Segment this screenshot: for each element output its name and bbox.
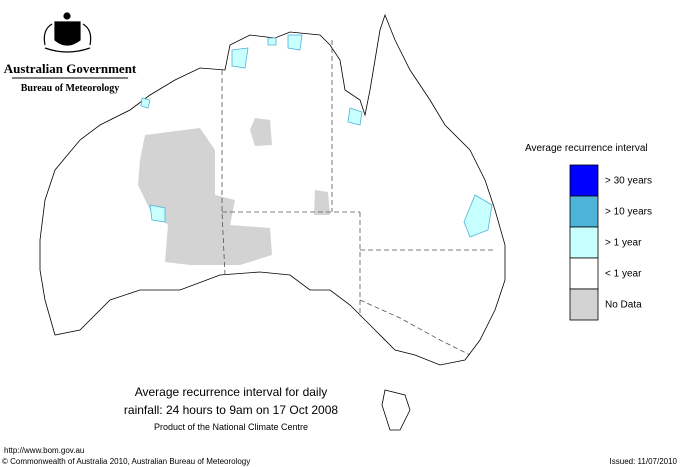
legend-title: Average recurrence interval	[525, 143, 648, 154]
legend-label: > 30 years	[605, 176, 652, 187]
australia	[39, 13, 506, 431]
header-subtitle: Bureau of Meteorology	[21, 83, 120, 94]
legend-label: No Data	[605, 300, 642, 311]
caption-line: rainfall: 24 hours to 9am on 17 Oct 2008	[124, 403, 338, 417]
legend-swatch	[569, 164, 599, 197]
legend-label: > 1 year	[605, 238, 642, 249]
caption-line: Average recurrence interval for daily	[135, 385, 328, 399]
footer-copyright: © Commonwealth of Australia 2010, Austra…	[2, 457, 250, 466]
footer-issued: Issued: 11/07/2010	[610, 457, 678, 466]
no-data-regions	[138, 118, 330, 265]
legend-swatch	[569, 226, 599, 259]
mainland	[39, 13, 506, 366]
caption-line: Product of the National Climate Centre	[154, 422, 308, 432]
legend-swatch	[569, 257, 599, 290]
legend-swatch	[569, 288, 599, 321]
legend-swatch	[569, 195, 599, 228]
crest	[43, 12, 92, 53]
header-title: Australian Government	[4, 61, 137, 76]
legend: > 30 years > 10 years > 1 year < 1 year No D…	[569, 164, 652, 321]
footer-url[interactable]: http://www.bom.gov.au	[4, 446, 84, 455]
state-borders	[221, 40, 495, 356]
legend-label: > 10 years	[605, 207, 652, 218]
over-1-year-regions	[140, 34, 493, 238]
legend-label: < 1 year	[605, 269, 642, 280]
tasmania	[381, 389, 411, 431]
